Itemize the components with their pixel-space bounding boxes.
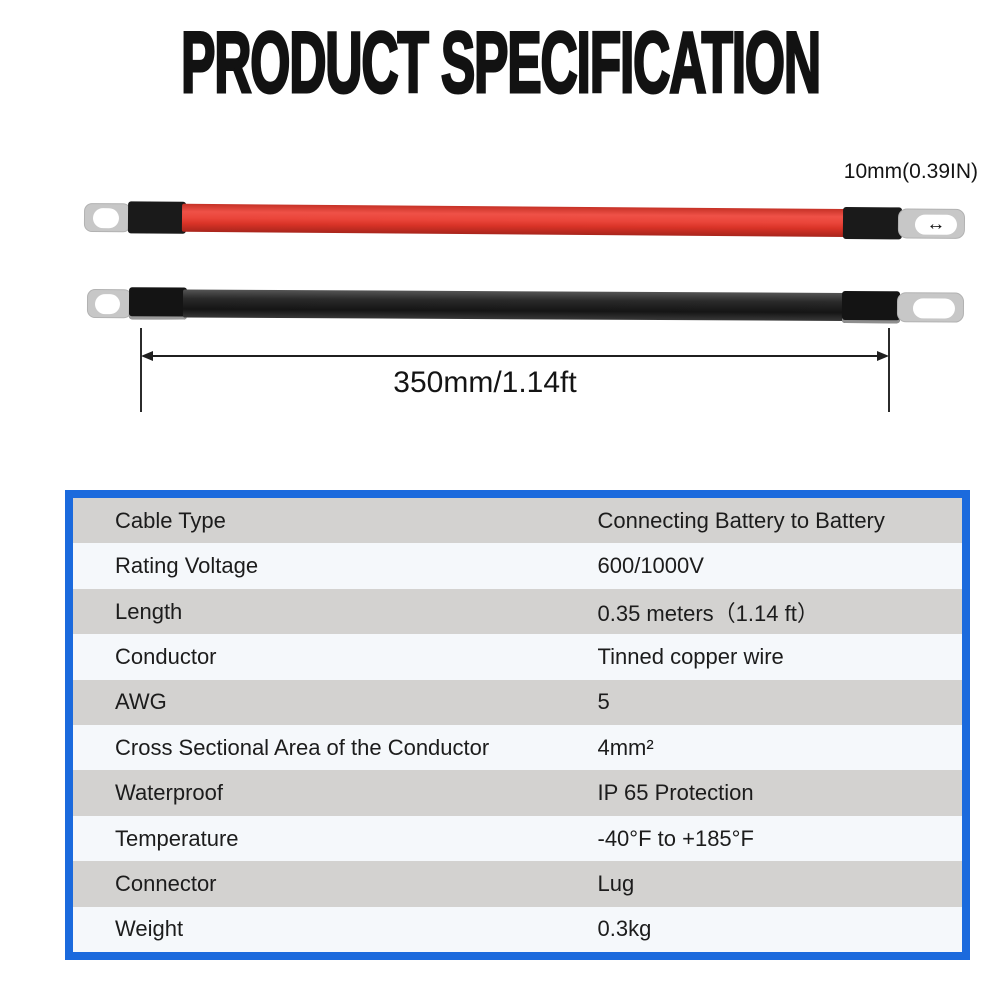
page-title-text: PRODUCT SPECIFICATION xyxy=(180,15,822,111)
spec-value: Tinned copper wire xyxy=(597,643,784,669)
spec-value: 4mm² xyxy=(597,734,654,760)
spec-value: 5 xyxy=(597,689,610,715)
table-row: Waterproof IP 65 Protection xyxy=(73,770,962,816)
spec-value: 0.3kg xyxy=(597,916,652,942)
heat-shrink xyxy=(841,290,901,324)
spec-label: AWG xyxy=(115,689,167,715)
table-row: Conductor Tinned copper wire xyxy=(73,634,962,680)
lug-hole: ↔ xyxy=(914,213,958,235)
table-row: Weight 0.3kg xyxy=(73,906,962,953)
table-row: Connector Lug xyxy=(73,861,962,907)
arrowhead-left-icon xyxy=(141,351,153,361)
heat-shrink xyxy=(842,206,903,240)
spec-label: Weight xyxy=(115,916,184,942)
table-row: Length 0.35 meters（1.14 ft） xyxy=(73,588,962,635)
lug-width-label: 10mm(0.39IN) xyxy=(843,160,978,183)
table-row: Rating Voltage 600/1000V xyxy=(73,543,962,589)
dimension-extension-line xyxy=(140,328,142,412)
page-title: PRODUCT SPECIFICATION xyxy=(0,15,1000,111)
spec-table: Cable Type Connecting Battery to Battery R… xyxy=(65,490,970,960)
spec-label: Cross Sectional Area of the Conductor xyxy=(115,734,490,760)
table-row: Temperature -40°F to +185°F xyxy=(73,815,962,862)
spec-table-body: Cable Type Connecting Battery to Battery R… xyxy=(73,498,962,953)
lug-icon xyxy=(83,203,132,233)
black-cable xyxy=(86,285,965,326)
lug-hole xyxy=(94,294,121,315)
spec-label: Cable Type xyxy=(115,507,226,533)
double-arrow-icon: ↔ xyxy=(926,213,946,235)
spec-label: Connector xyxy=(115,870,217,896)
table-row: AWG 5 xyxy=(73,679,962,726)
spec-value: -40°F to +185°F xyxy=(597,825,754,851)
cable-length-label: 350mm/1.14ft xyxy=(393,366,577,399)
black-cable-body xyxy=(182,289,848,321)
table-row: Cross Sectional Area of the Conductor 4mm… xyxy=(73,725,962,771)
lug-icon xyxy=(86,289,133,319)
heat-shrink xyxy=(127,201,187,234)
spec-label: Temperature xyxy=(115,825,239,851)
dimension-line xyxy=(148,355,882,357)
lug-icon: ↔ xyxy=(897,208,966,239)
arrowhead-right-icon xyxy=(877,351,889,361)
table-row: Cable Type Connecting Battery to Battery xyxy=(73,498,962,544)
lug-hole xyxy=(92,208,120,229)
spec-value: 600/1000V xyxy=(597,553,704,579)
spec-label: Conductor xyxy=(115,643,217,669)
spec-value: Connecting Battery to Battery xyxy=(597,507,885,533)
dimension-extension-line xyxy=(888,328,890,412)
lug-icon xyxy=(896,292,965,323)
red-cable: ↔ xyxy=(83,199,966,242)
lug-hole xyxy=(912,298,956,319)
spec-label: Length xyxy=(115,598,183,624)
spec-label: Rating Voltage xyxy=(115,553,259,579)
spec-value: Lug xyxy=(597,870,635,896)
spec-value: IP 65 Protection xyxy=(597,780,754,806)
heat-shrink xyxy=(128,287,188,320)
red-cable-body xyxy=(181,203,849,237)
spec-value: 0.35 meters（1.14 ft） xyxy=(597,600,819,626)
spec-label: Waterproof xyxy=(115,780,224,806)
